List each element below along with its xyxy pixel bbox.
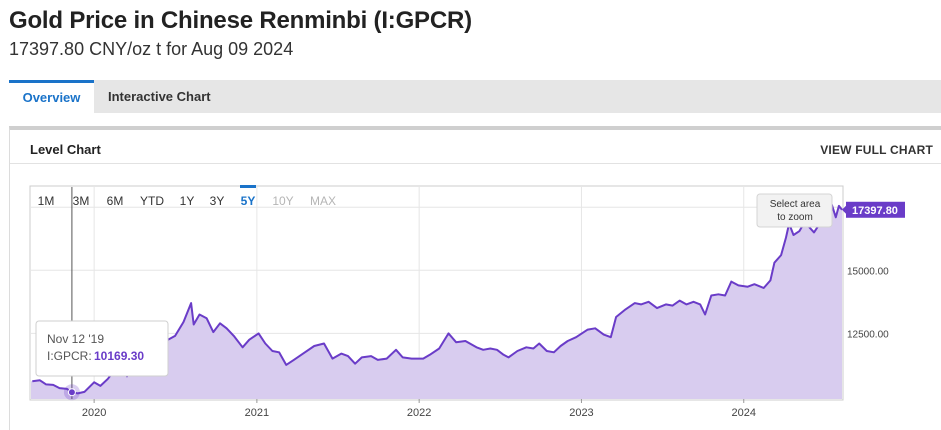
last-value-badge-box (846, 201, 905, 218)
tooltip-box (35, 320, 169, 377)
tab-interactive-chart[interactable]: Interactive Chart (108, 89, 211, 104)
x-tick-label: 2021 (245, 407, 269, 419)
price-subtitle: 17397.80 CNY/oz t for Aug 09 2024 (9, 39, 294, 59)
last-value-label: 17397.80 (852, 205, 898, 217)
y-tick-label: 15000.00 (847, 266, 889, 277)
zoom-hint-line-2: to zoom (777, 212, 813, 223)
range-button-3m[interactable]: 3M (73, 194, 90, 208)
range-button-ytd[interactable]: YTD (140, 194, 164, 208)
range-button-5y[interactable]: 5Y (241, 194, 256, 208)
x-tick-label: 2023 (569, 407, 593, 419)
page-title: Gold Price in Chinese Renminbi (I:GPCR) (9, 7, 472, 34)
zoom-hint-line-1: Select area (770, 199, 821, 210)
tooltip-value: 10169.30 (94, 349, 144, 363)
range-button-max: MAX (310, 194, 336, 208)
range-selected-indicator (240, 185, 256, 188)
panel-title: Level Chart (30, 142, 101, 157)
range-button-10y: 10Y (272, 194, 293, 208)
zoom-hint-box (756, 193, 833, 228)
x-tick-label: 2022 (407, 407, 431, 419)
tab-bar: Overview Interactive Chart (9, 80, 941, 113)
range-selector: 1M 3M 6M YTD 1Y 3Y 5Y 10Y MAX (38, 185, 336, 208)
y-tick-label: 12500.00 (847, 329, 889, 340)
series-area (31, 204, 842, 399)
range-button-1y[interactable]: 1Y (180, 194, 195, 208)
zoom-hint: Select area to zoom (756, 193, 833, 228)
x-axis-labels: 2020 2021 2022 2023 2024 (82, 407, 756, 419)
tooltip-series: I:GPCR: (47, 349, 92, 363)
panel-header: Level Chart VIEW FULL CHART (10, 130, 941, 164)
tab-overview[interactable]: Overview (9, 80, 94, 113)
tooltip: Nov 12 '19 I:GPCR: 10169.30 (35, 320, 169, 377)
x-tick-label: 2020 (82, 407, 106, 419)
last-value-badge: 17397.80 (842, 201, 905, 218)
hover-point (67, 388, 76, 397)
range-button-6m[interactable]: 6M (107, 194, 124, 208)
last-value-badge-pointer (842, 204, 847, 215)
tooltip-date: Nov 12 '19 (47, 332, 104, 346)
range-button-1m[interactable]: 1M (38, 194, 55, 208)
level-chart-panel: Level Chart VIEW FULL CHART (9, 126, 941, 430)
view-full-chart-link[interactable]: VIEW FULL CHART (820, 143, 933, 157)
x-tick-label: 2024 (731, 407, 755, 419)
range-button-3y[interactable]: 3Y (210, 194, 225, 208)
